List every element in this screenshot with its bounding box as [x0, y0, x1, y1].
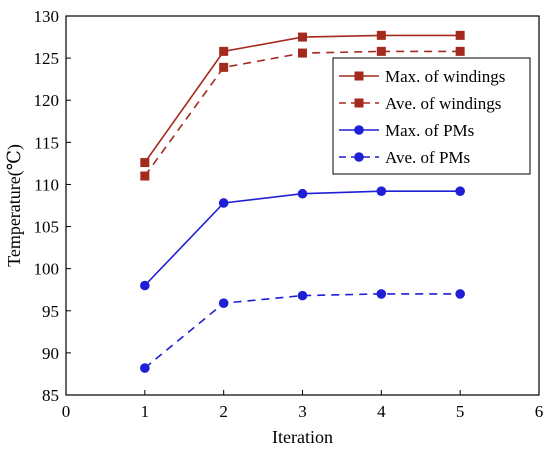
- y-axis-label: Temperature(℃): [4, 144, 25, 267]
- legend-box: [332, 57, 531, 175]
- series-0-point: [376, 30, 386, 40]
- legend-label-1: Ave. of windings: [385, 94, 501, 113]
- x-tick-label: 2: [219, 402, 228, 421]
- x-tick-label: 1: [141, 402, 150, 421]
- legend-marker-3: [354, 152, 364, 162]
- y-tick-label: 95: [42, 302, 59, 321]
- plot-markers: [140, 30, 465, 373]
- series-0-point: [140, 158, 150, 168]
- legend-label-3: Ave. of PMs: [385, 148, 470, 167]
- legend: Max. of windings Ave. of windings Max. of …: [332, 57, 531, 175]
- series-1-point: [298, 48, 307, 58]
- x-tick-label: 4: [377, 402, 386, 421]
- legend-marker-0: [354, 71, 364, 81]
- y-tick-label: 90: [42, 344, 59, 363]
- series-2-point: [140, 280, 150, 291]
- series-1-point: [376, 46, 386, 56]
- series-3-point: [140, 363, 150, 373]
- x-tick-label: 6: [535, 402, 544, 421]
- y-tick-label: 120: [34, 91, 60, 110]
- series-1-point: [219, 62, 229, 72]
- series-1-point: [455, 46, 465, 56]
- series-2-point: [297, 188, 308, 199]
- x-tick-label: 5: [456, 402, 465, 421]
- series-2-point: [455, 186, 465, 196]
- series-3-point: [297, 290, 308, 301]
- legend-marker-1: [354, 98, 364, 108]
- series-0-point: [455, 30, 465, 40]
- x-axis-ticks: 0 1 2 3 4 5 6: [62, 390, 544, 421]
- legend-label-0: Max. of windings: [385, 67, 505, 86]
- y-tick-label: 130: [34, 7, 60, 26]
- x-tick-label: 0: [62, 402, 71, 421]
- y-tick-label: 100: [34, 260, 60, 279]
- series-line-2: [144, 190, 461, 287]
- y-tick-label: 105: [34, 218, 60, 237]
- series-0-point: [298, 32, 307, 42]
- y-tick-label: 115: [34, 133, 59, 152]
- x-tick-label: 3: [298, 402, 307, 421]
- y-axis-ticks: 85 90 95 100 105 110 115 120 125 130: [34, 7, 71, 405]
- series-1-point: [140, 171, 150, 181]
- series-2-point: [376, 186, 387, 196]
- series-0-point: [219, 46, 229, 56]
- y-tick-label: 85: [42, 386, 59, 405]
- series-2-point: [218, 198, 229, 208]
- y-tick-label: 110: [34, 175, 59, 194]
- series-3-point: [455, 289, 465, 299]
- legend-label-2: Max. of PMs: [385, 121, 474, 140]
- legend-marker-2: [354, 125, 364, 135]
- y-tick-label: 125: [34, 49, 60, 68]
- x-axis-label: Iteration: [272, 427, 333, 447]
- series-3-point: [218, 298, 229, 308]
- series-line-3: [144, 293, 461, 369]
- series-3-point: [376, 289, 387, 299]
